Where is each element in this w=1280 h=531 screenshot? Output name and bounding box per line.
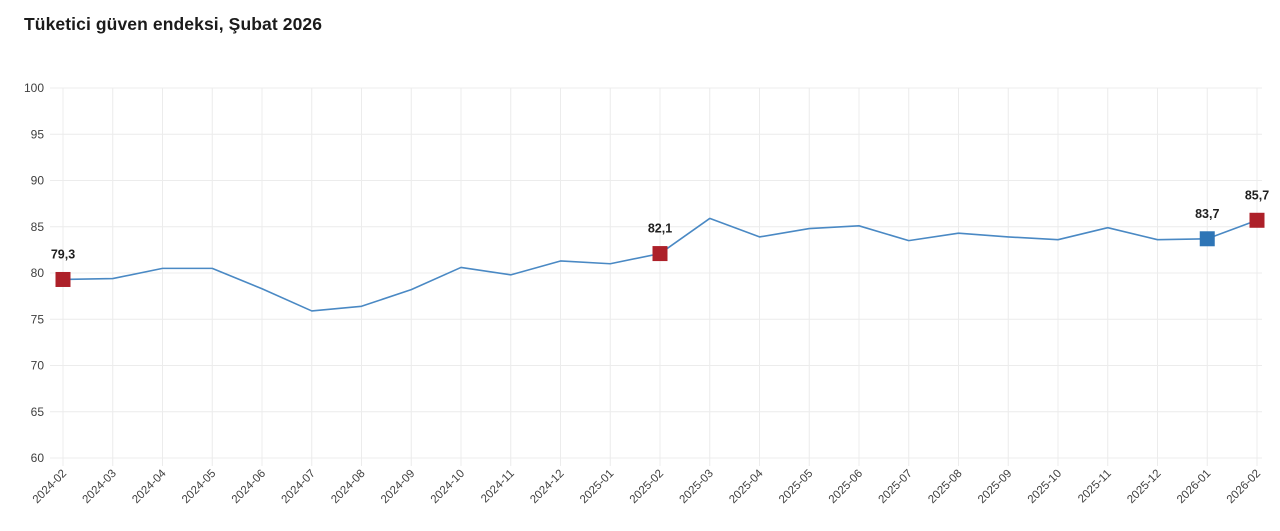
- y-tick-label: 85: [31, 220, 45, 234]
- x-tick-label: 2024-11: [479, 468, 517, 506]
- x-tick-label: 2025-05: [777, 468, 815, 506]
- highlight-marker[interactable]: [1199, 231, 1215, 247]
- x-tick-label: 2025-11: [1076, 468, 1114, 506]
- chart-title: Tüketici güven endeksi, Şubat 2026: [24, 14, 323, 34]
- y-tick-label: 65: [31, 405, 45, 419]
- y-tick-label: 75: [31, 312, 45, 326]
- x-tick-label: 2024-09: [379, 468, 417, 506]
- highlight-marker[interactable]: [55, 271, 71, 287]
- x-tick-label: 2025-01: [578, 468, 616, 506]
- y-tick-label: 90: [31, 174, 45, 188]
- x-tick-label: 2025-10: [1026, 468, 1064, 506]
- x-tick-label: 2025-02: [628, 468, 666, 506]
- x-tick-label: 2026-02: [1225, 468, 1263, 506]
- highlight-label: 79,3: [51, 247, 75, 261]
- y-tick-label: 95: [31, 127, 45, 141]
- x-tick-label: 2025-09: [976, 468, 1014, 506]
- x-tick-label: 2024-08: [329, 468, 367, 506]
- highlight-label: 85,7: [1245, 188, 1269, 202]
- y-tick-label: 100: [24, 81, 44, 95]
- x-tick-label: 2025-08: [926, 468, 964, 506]
- x-tick-label: 2024-04: [130, 467, 169, 506]
- x-tick-label: 2024-06: [230, 468, 268, 506]
- x-tick-label: 2025-04: [727, 467, 766, 506]
- x-tick-label: 2025-12: [1125, 468, 1163, 506]
- highlight-label: 83,7: [1195, 207, 1219, 221]
- highlight-marker[interactable]: [652, 246, 668, 262]
- x-tick-label: 2024-12: [528, 468, 566, 506]
- x-tick-label: 2025-03: [678, 468, 716, 506]
- x-tick-label: 2024-05: [180, 468, 218, 506]
- x-tick-label: 2025-07: [877, 468, 915, 506]
- x-tick-label: 2024-03: [81, 468, 119, 506]
- y-tick-label: 60: [31, 451, 45, 465]
- x-tick-label: 2024-07: [280, 468, 318, 506]
- y-tick-label: 70: [31, 359, 45, 373]
- x-tick-label: 2024-02: [31, 468, 69, 506]
- x-tick-label: 2024-10: [429, 468, 467, 506]
- x-tick-label: 2025-06: [827, 468, 865, 506]
- highlight-label: 82,1: [648, 222, 672, 236]
- y-tick-label: 80: [31, 266, 45, 280]
- x-tick-label: 2026-01: [1175, 468, 1213, 506]
- highlight-marker[interactable]: [1249, 212, 1265, 228]
